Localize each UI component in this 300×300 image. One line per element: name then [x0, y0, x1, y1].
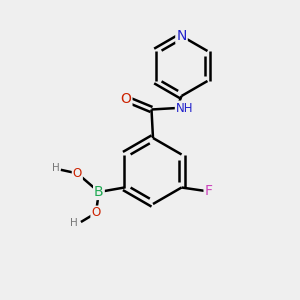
- Text: N: N: [176, 29, 187, 43]
- Text: F: F: [205, 184, 213, 198]
- Text: H: H: [52, 163, 59, 173]
- Text: O: O: [121, 92, 131, 106]
- Text: H: H: [70, 218, 78, 229]
- Text: B: B: [94, 185, 104, 199]
- Text: O: O: [91, 206, 101, 220]
- Text: NH: NH: [176, 101, 193, 115]
- Text: O: O: [73, 167, 82, 180]
